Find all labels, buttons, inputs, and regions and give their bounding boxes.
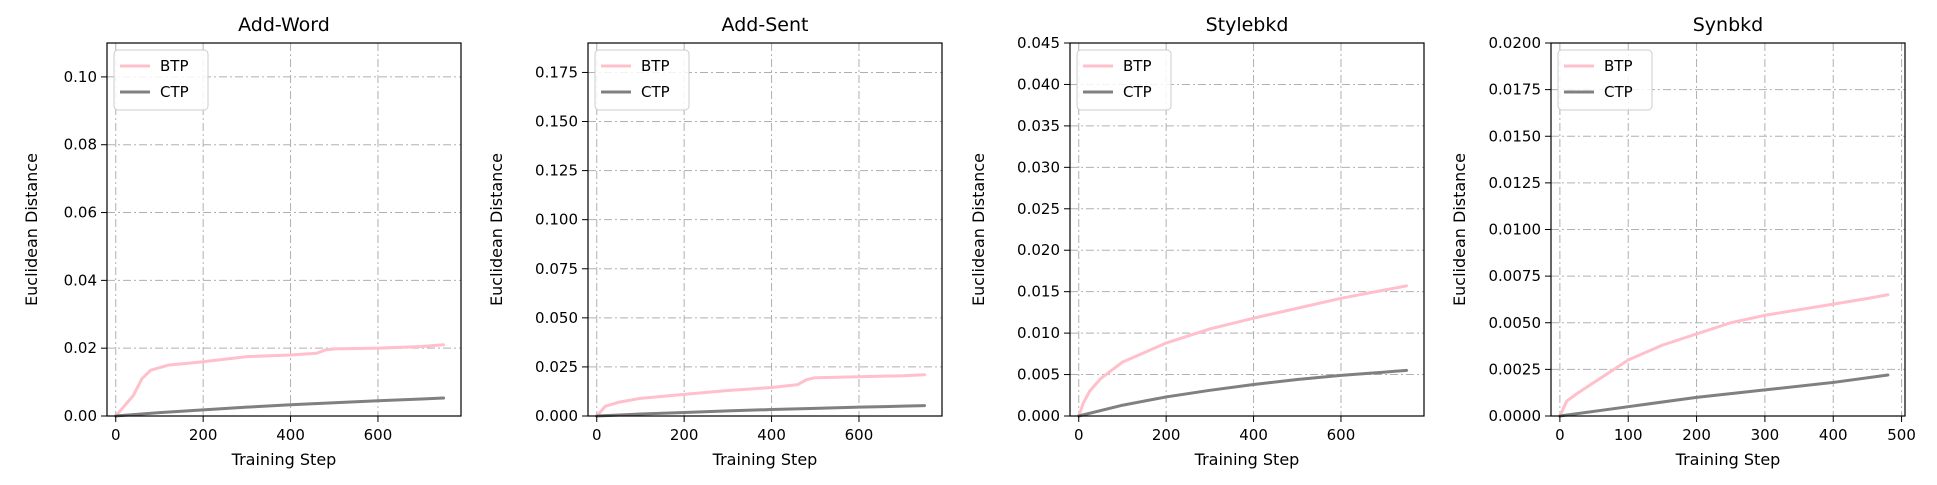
chart-panel-3: 0.000 0.005 0.010 0.015 0.020 0.025 0.030 0.035… bbox=[969, 14, 1425, 469]
y-tick-label: 0.075 bbox=[535, 260, 578, 278]
legend-label-btp: BTP bbox=[160, 57, 189, 75]
y-tick-label: 0.125 bbox=[535, 162, 578, 180]
y-tick-label: 0.0175 bbox=[1489, 81, 1542, 99]
chart-title: Add-Word bbox=[238, 14, 330, 36]
legend: BTP CTP bbox=[113, 49, 209, 111]
y-tick-label: 0.005 bbox=[1017, 366, 1060, 384]
x-axis-label: Training Step bbox=[712, 450, 818, 469]
series-line-ctp bbox=[1077, 368, 1409, 418]
y-tick-label: 0.0100 bbox=[1489, 221, 1542, 239]
legend-label-btp: BTP bbox=[641, 57, 670, 75]
y-tick-label: 0.040 bbox=[1017, 75, 1060, 93]
series-line-btp bbox=[114, 343, 446, 418]
y-tick-label: 0.045 bbox=[1017, 34, 1060, 52]
plot-frame bbox=[587, 42, 943, 417]
x-tick-label: 400 bbox=[1819, 426, 1848, 444]
x-axis-label: Training Step bbox=[231, 450, 337, 469]
y-tick-label: 0.06 bbox=[64, 204, 97, 222]
chart-title: Synbkd bbox=[1693, 14, 1763, 36]
y-tick-label: 0.0000 bbox=[1489, 407, 1542, 425]
x-tick-label: 0 bbox=[592, 426, 602, 444]
y-tick-label: 0.050 bbox=[535, 309, 578, 327]
x-tick-label: 600 bbox=[1327, 426, 1356, 444]
x-axis-label: Training Step bbox=[1675, 450, 1781, 469]
y-tick-label: 0.020 bbox=[1017, 241, 1060, 259]
y-tick-label: 0.015 bbox=[1017, 283, 1060, 301]
chart-title: Add-Sent bbox=[722, 14, 809, 36]
y-tick-label: 0.150 bbox=[535, 113, 578, 131]
y-axis-label: Euclidean Distance bbox=[1450, 153, 1469, 306]
x-tick-label: 400 bbox=[757, 426, 786, 444]
y-tick-label: 0.00 bbox=[64, 407, 97, 425]
x-tick-label: 200 bbox=[189, 426, 218, 444]
y-tick-label: 0.025 bbox=[535, 358, 578, 376]
x-tick-label: 400 bbox=[276, 426, 305, 444]
y-axis-label: Euclidean Distance bbox=[487, 153, 506, 306]
y-tick-label: 0.10 bbox=[64, 68, 97, 86]
x-tick-label: 0 bbox=[111, 426, 121, 444]
y-axis-label: Euclidean Distance bbox=[22, 153, 41, 306]
y-tick-label: 0.0200 bbox=[1489, 34, 1542, 52]
y-tick-label: 0.08 bbox=[64, 136, 97, 154]
legend-label-ctp: CTP bbox=[641, 83, 670, 101]
y-tick-label: 0.000 bbox=[535, 407, 578, 425]
series-line-btp bbox=[1558, 293, 1890, 418]
legend-label-ctp: CTP bbox=[160, 83, 189, 101]
y-tick-label: 0.010 bbox=[1017, 324, 1060, 342]
y-tick-label: 0.025 bbox=[1017, 200, 1060, 218]
y-tick-label: 0.04 bbox=[64, 271, 97, 289]
legend-label-ctp: CTP bbox=[1123, 83, 1152, 101]
y-tick-label: 0.030 bbox=[1017, 158, 1060, 176]
y-axis-label: Euclidean Distance bbox=[969, 153, 988, 306]
chart-panel-1: 0.00 0.02 0.04 0.06 0.08 0.10 0 200 400 600 Add-Wo… bbox=[22, 14, 462, 469]
y-tick-label: 0.000 bbox=[1017, 407, 1060, 425]
legend-label-btp: BTP bbox=[1604, 57, 1633, 75]
y-tick-label: 0.0075 bbox=[1489, 267, 1542, 285]
legend: BTP CTP bbox=[594, 49, 690, 111]
legend-label-ctp: CTP bbox=[1604, 83, 1633, 101]
plot-frame bbox=[1069, 42, 1425, 417]
y-tick-label: 0.175 bbox=[535, 63, 578, 81]
y-tick-label: 0.02 bbox=[64, 339, 97, 357]
y-tick-label: 0.0125 bbox=[1489, 174, 1542, 192]
x-tick-label: 400 bbox=[1239, 426, 1268, 444]
legend: BTP CTP bbox=[1557, 49, 1653, 111]
x-tick-label: 600 bbox=[845, 426, 874, 444]
y-tick-label: 0.0025 bbox=[1489, 360, 1542, 378]
x-tick-label: 0 bbox=[1074, 426, 1084, 444]
chart-title: Stylebkd bbox=[1206, 14, 1289, 36]
chart-panel-2: 0.000 0.025 0.050 0.075 0.100 0.125 0.150 0.175… bbox=[487, 14, 943, 469]
x-tick-label: 200 bbox=[1152, 426, 1181, 444]
plot-frame bbox=[106, 42, 462, 417]
x-tick-label: 200 bbox=[670, 426, 699, 444]
y-tick-label: 0.100 bbox=[535, 211, 578, 229]
x-axis-label: Training Step bbox=[1194, 450, 1300, 469]
series-line-ctp bbox=[595, 404, 927, 418]
legend-label-btp: BTP bbox=[1123, 57, 1152, 75]
y-tick-label: 0.035 bbox=[1017, 117, 1060, 135]
series-line-btp bbox=[1077, 284, 1409, 418]
y-tick-label: 0.0050 bbox=[1489, 314, 1542, 332]
y-tick-label: 0.0150 bbox=[1489, 127, 1542, 145]
chart-panel-4: 0.0000 0.0025 0.0050 0.0075 0.0100 0.0125 0.01… bbox=[1450, 14, 1916, 469]
series-line-ctp bbox=[1558, 373, 1890, 418]
x-tick-label: 0 bbox=[1555, 426, 1565, 444]
x-tick-label: 500 bbox=[1887, 426, 1916, 444]
x-tick-label: 300 bbox=[1751, 426, 1780, 444]
series-line-btp bbox=[595, 373, 927, 418]
series-line-ctp bbox=[114, 396, 446, 418]
x-tick-label: 200 bbox=[1682, 426, 1711, 444]
x-tick-label: 600 bbox=[364, 426, 393, 444]
legend: BTP CTP bbox=[1076, 49, 1172, 111]
x-tick-label: 100 bbox=[1614, 426, 1643, 444]
